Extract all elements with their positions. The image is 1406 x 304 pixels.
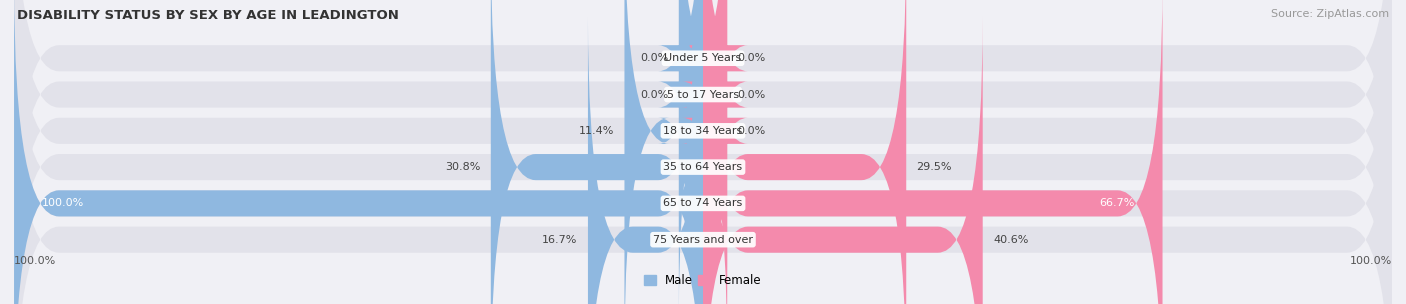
Legend: Male, Female: Male, Female bbox=[644, 274, 762, 287]
FancyBboxPatch shape bbox=[658, 0, 724, 281]
FancyBboxPatch shape bbox=[14, 0, 1392, 304]
Text: 0.0%: 0.0% bbox=[640, 90, 669, 99]
FancyBboxPatch shape bbox=[14, 17, 1392, 304]
FancyBboxPatch shape bbox=[624, 0, 703, 304]
Text: 66.7%: 66.7% bbox=[1099, 199, 1135, 208]
Text: 18 to 34 Years: 18 to 34 Years bbox=[664, 126, 742, 136]
FancyBboxPatch shape bbox=[682, 0, 748, 304]
Text: DISABILITY STATUS BY SEX BY AGE IN LEADINGTON: DISABILITY STATUS BY SEX BY AGE IN LEADI… bbox=[17, 9, 399, 22]
FancyBboxPatch shape bbox=[588, 17, 703, 304]
FancyBboxPatch shape bbox=[682, 0, 748, 304]
FancyBboxPatch shape bbox=[703, 0, 1163, 304]
FancyBboxPatch shape bbox=[682, 0, 748, 281]
Text: 16.7%: 16.7% bbox=[543, 235, 578, 245]
Text: 100.0%: 100.0% bbox=[1350, 256, 1392, 266]
FancyBboxPatch shape bbox=[14, 0, 1392, 281]
Text: 100.0%: 100.0% bbox=[42, 199, 84, 208]
Text: 11.4%: 11.4% bbox=[579, 126, 614, 136]
Text: 5 to 17 Years: 5 to 17 Years bbox=[666, 90, 740, 99]
Text: 0.0%: 0.0% bbox=[640, 53, 669, 63]
Text: 30.8%: 30.8% bbox=[446, 162, 481, 172]
FancyBboxPatch shape bbox=[14, 0, 1392, 304]
Text: 75 Years and over: 75 Years and over bbox=[652, 235, 754, 245]
Text: 35 to 64 Years: 35 to 64 Years bbox=[664, 162, 742, 172]
FancyBboxPatch shape bbox=[14, 0, 1392, 304]
Text: 0.0%: 0.0% bbox=[738, 126, 766, 136]
FancyBboxPatch shape bbox=[703, 17, 983, 304]
Text: 0.0%: 0.0% bbox=[738, 90, 766, 99]
Text: 65 to 74 Years: 65 to 74 Years bbox=[664, 199, 742, 208]
Text: 0.0%: 0.0% bbox=[738, 53, 766, 63]
Text: 40.6%: 40.6% bbox=[993, 235, 1028, 245]
FancyBboxPatch shape bbox=[491, 0, 703, 304]
Text: Source: ZipAtlas.com: Source: ZipAtlas.com bbox=[1271, 9, 1389, 19]
FancyBboxPatch shape bbox=[658, 0, 724, 304]
FancyBboxPatch shape bbox=[14, 0, 703, 304]
FancyBboxPatch shape bbox=[14, 0, 1392, 304]
FancyBboxPatch shape bbox=[703, 0, 907, 304]
Text: 29.5%: 29.5% bbox=[917, 162, 952, 172]
Text: Under 5 Years: Under 5 Years bbox=[665, 53, 741, 63]
Text: 100.0%: 100.0% bbox=[14, 256, 56, 266]
